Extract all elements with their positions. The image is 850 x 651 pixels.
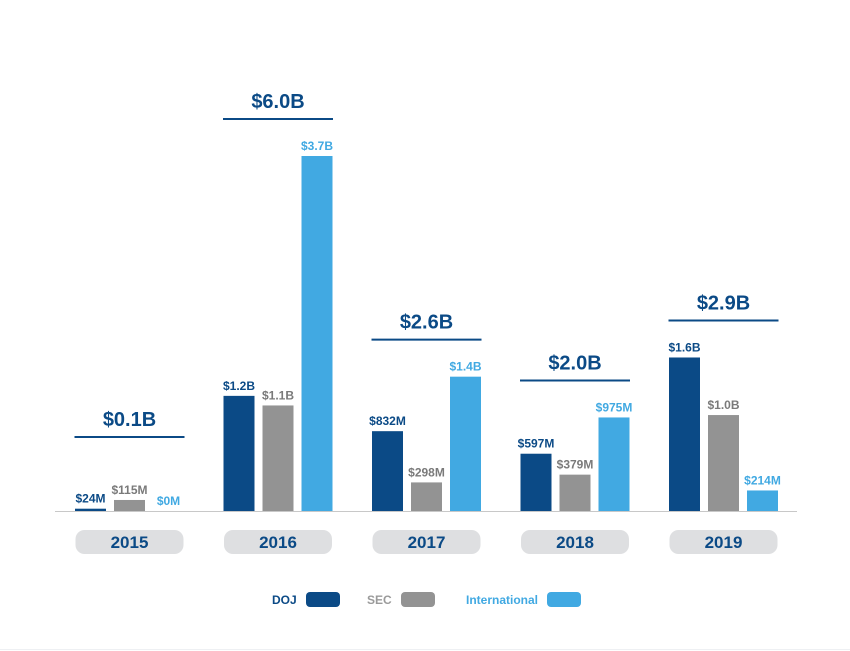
category-pill-2015 xyxy=(75,530,184,554)
bar-international-2018 xyxy=(598,417,630,511)
legend-label-doj: DOJ xyxy=(272,592,297,607)
value-label-international-2016: $3.7B xyxy=(301,139,333,153)
legend-swatch-sec xyxy=(400,592,435,607)
category-label-2015: 2015 xyxy=(111,533,149,552)
legend-label-sec: SEC xyxy=(367,592,392,607)
category-pill-2019 xyxy=(669,530,778,554)
category-pill-2016 xyxy=(224,530,332,554)
value-label-doj-2018: $597M xyxy=(518,437,555,451)
bar-international-2019 xyxy=(747,490,778,511)
bar-sec-2019 xyxy=(708,415,739,511)
total-label-2018: $2.0B xyxy=(548,352,601,374)
bar-international-2017 xyxy=(450,376,481,511)
total-label-2015: $0.1B xyxy=(103,409,156,431)
legend-item-international: International xyxy=(466,592,582,607)
bar-doj-2019 xyxy=(669,357,700,511)
value-label-doj-2019: $1.6B xyxy=(668,340,700,354)
legend-swatch-doj xyxy=(305,592,340,607)
category-label-2019: 2019 xyxy=(705,533,743,552)
legend-label-international: International xyxy=(466,592,539,607)
bar-doj-2018 xyxy=(520,453,552,511)
total-label-2016: $6.0B xyxy=(251,91,304,113)
value-label-sec-2015: $115M xyxy=(111,483,147,497)
category-label-2018: 2018 xyxy=(556,533,594,552)
value-label-sec-2016: $1.1B xyxy=(262,388,294,402)
legend-item-sec: SEC xyxy=(367,592,435,607)
value-label-sec-2017: $298M xyxy=(408,465,445,479)
category-label-2016: 2016 xyxy=(259,533,297,552)
bar-sec-2016 xyxy=(262,405,294,511)
legend-item-doj: DOJ xyxy=(272,592,340,607)
value-label-international-2015: $0M xyxy=(157,494,180,508)
category-pill-2018 xyxy=(521,530,629,554)
bar-doj-2015 xyxy=(75,508,106,511)
value-label-doj-2015: $24M xyxy=(75,492,105,506)
bar-doj-2016 xyxy=(223,395,255,511)
value-label-international-2018: $975M xyxy=(596,400,633,414)
value-label-sec-2018: $379M xyxy=(557,458,594,472)
bar-sec-2018 xyxy=(559,474,591,511)
category-pill-2017 xyxy=(372,530,481,554)
bar-doj-2017 xyxy=(372,431,403,511)
category-label-2017: 2017 xyxy=(408,533,446,552)
value-label-international-2019: $214M xyxy=(744,473,781,487)
bar-international-2016 xyxy=(301,156,333,511)
total-label-2019: $2.9B xyxy=(697,292,750,314)
value-label-international-2017: $1.4B xyxy=(449,360,481,374)
total-label-2017: $2.6B xyxy=(400,312,453,334)
value-label-doj-2016: $1.2B xyxy=(223,379,255,393)
bottom-divider xyxy=(0,649,850,650)
value-label-doj-2017: $832M xyxy=(369,414,406,428)
legend-swatch-international xyxy=(547,592,582,607)
value-label-sec-2019: $1.0B xyxy=(707,398,739,412)
bar-sec-2015 xyxy=(114,499,145,511)
bar-sec-2017 xyxy=(411,482,442,511)
legend: DOJ SEC International xyxy=(0,592,850,612)
